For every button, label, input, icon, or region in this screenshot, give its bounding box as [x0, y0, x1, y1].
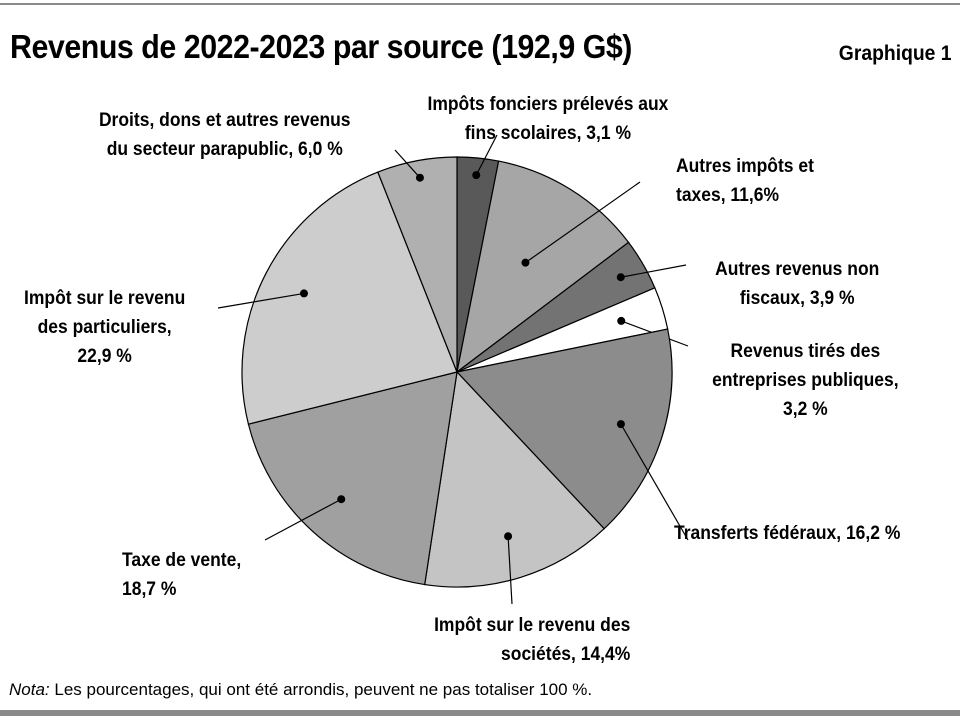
leader-line — [394, 149, 421, 179]
leader-dot — [616, 273, 625, 282]
leader-dot — [299, 289, 308, 298]
pie-slice — [247, 371, 458, 586]
footnote-prefix: Nota: — [9, 680, 50, 699]
leader-dot — [337, 495, 346, 504]
label-line: taxes, 11,6% — [676, 185, 780, 206]
label-transferts-federaux: Transferts fédéraux, 16,2 % — [674, 519, 900, 548]
label-autres-revenus-non-fiscaux: Autres revenus non fiscaux, 3,9 % — [715, 255, 879, 313]
leader-line — [620, 423, 689, 541]
label-line: Revenus tirés des — [730, 341, 881, 362]
pie-slice — [456, 160, 630, 374]
leader-line — [264, 498, 342, 541]
figure-label: Graphique 1 — [839, 42, 952, 65]
label-line: du secteur parapublic, 6,0 % — [106, 139, 343, 160]
label-line: Transferts fédéraux, 16,2 % — [674, 523, 901, 544]
label-line: Droits, dons et autres revenus — [98, 110, 351, 131]
leader-line — [525, 181, 641, 264]
leader-dot — [616, 420, 625, 429]
label-impot-societes: Impôt sur le revenu des sociétés, 14,4% — [434, 611, 630, 669]
leader-line — [620, 264, 687, 278]
top-rule — [0, 3, 960, 5]
label-line: fins scolaires, 3,1 % — [464, 123, 632, 144]
leader-dot — [504, 532, 513, 541]
label-line: Taxe de vente, — [122, 550, 242, 571]
pie-slice — [241, 171, 458, 425]
leader-line — [475, 134, 498, 176]
pie-slice — [377, 156, 458, 373]
bottom-rule — [0, 710, 960, 716]
label-line: sociétés, 14,4% — [500, 644, 630, 665]
label-entreprises-publiques: Revenus tirés des entreprises publiques,… — [712, 337, 899, 424]
label-impots-fonciers: Impôts fonciers prélevés aux fins scolai… — [427, 90, 668, 148]
label-autres-impots: Autres impôts et taxes, 11,6% — [676, 152, 814, 210]
leader-line — [217, 292, 305, 309]
label-line: Autres impôts et — [676, 156, 814, 177]
label-line: fiscaux, 3,9 % — [739, 288, 855, 309]
pie-slice — [455, 328, 673, 530]
leader-dot — [617, 316, 626, 325]
label-line: Impôt sur le revenu — [24, 288, 186, 309]
label-impot-particuliers: Impôt sur le revenu des particuliers, 22… — [24, 284, 185, 371]
label-line: 22,9 % — [77, 346, 132, 367]
label-taxe-de-vente: Taxe de vente, 18,7 % — [122, 546, 241, 604]
pie-slice — [424, 370, 606, 588]
footnote-text: Les pourcentages, qui ont été arrondis, … — [54, 680, 593, 699]
label-line: Impôt sur le revenu des — [433, 615, 630, 636]
label-droits-dons: Droits, dons et autres revenus du secteu… — [99, 106, 351, 164]
leader-line — [507, 536, 513, 605]
label-line: Autres revenus non — [715, 259, 880, 280]
leader-dot — [521, 258, 530, 267]
label-line: des particuliers, — [37, 317, 172, 338]
chart-title: Revenus de 2022-2023 par source (192,9 G… — [10, 28, 632, 65]
leader-dot — [472, 171, 481, 180]
label-line: entreprises publiques, — [712, 370, 899, 391]
footnote: Nota: Les pourcentages, qui ont été arro… — [9, 680, 592, 700]
label-line: 3,2 % — [783, 399, 828, 420]
label-line: Impôts fonciers prélevés aux — [427, 94, 669, 115]
label-line: 18,7 % — [122, 579, 177, 600]
leader-dot — [415, 173, 424, 182]
